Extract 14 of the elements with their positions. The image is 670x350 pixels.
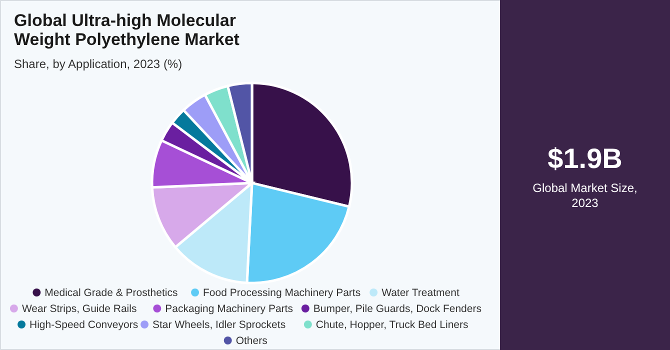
legend-label: Star Wheels, Idler Sprockets bbox=[152, 319, 286, 331]
legend-label: Packaging Machinery Parts bbox=[165, 303, 293, 315]
text: $1.9B bbox=[548, 143, 622, 174]
legend-label: Food Processing Machinery Parts bbox=[203, 287, 361, 299]
legend-label: Bumper, Pile Guards, Dock Fenders bbox=[313, 303, 482, 315]
legend-label: Wear Strips, Guide Rails bbox=[22, 303, 137, 315]
legend-label: Medical Grade & Prosthetics bbox=[44, 287, 178, 299]
legend-label: High-Speed Conveyors bbox=[30, 319, 138, 331]
chart-title: Global Ultra-high Molecular Weight Polyethylene Market bbox=[14, 11, 240, 49]
legend-label: Water Treatment bbox=[382, 287, 460, 299]
chart-subtitle: Share, by Application, 2023 (%) bbox=[14, 57, 182, 71]
legend-label: Chute, Hopper, Truck Bed Liners bbox=[316, 319, 468, 331]
text: Global Market Size, 2023 bbox=[532, 181, 638, 210]
legend-label: Others bbox=[236, 335, 268, 347]
